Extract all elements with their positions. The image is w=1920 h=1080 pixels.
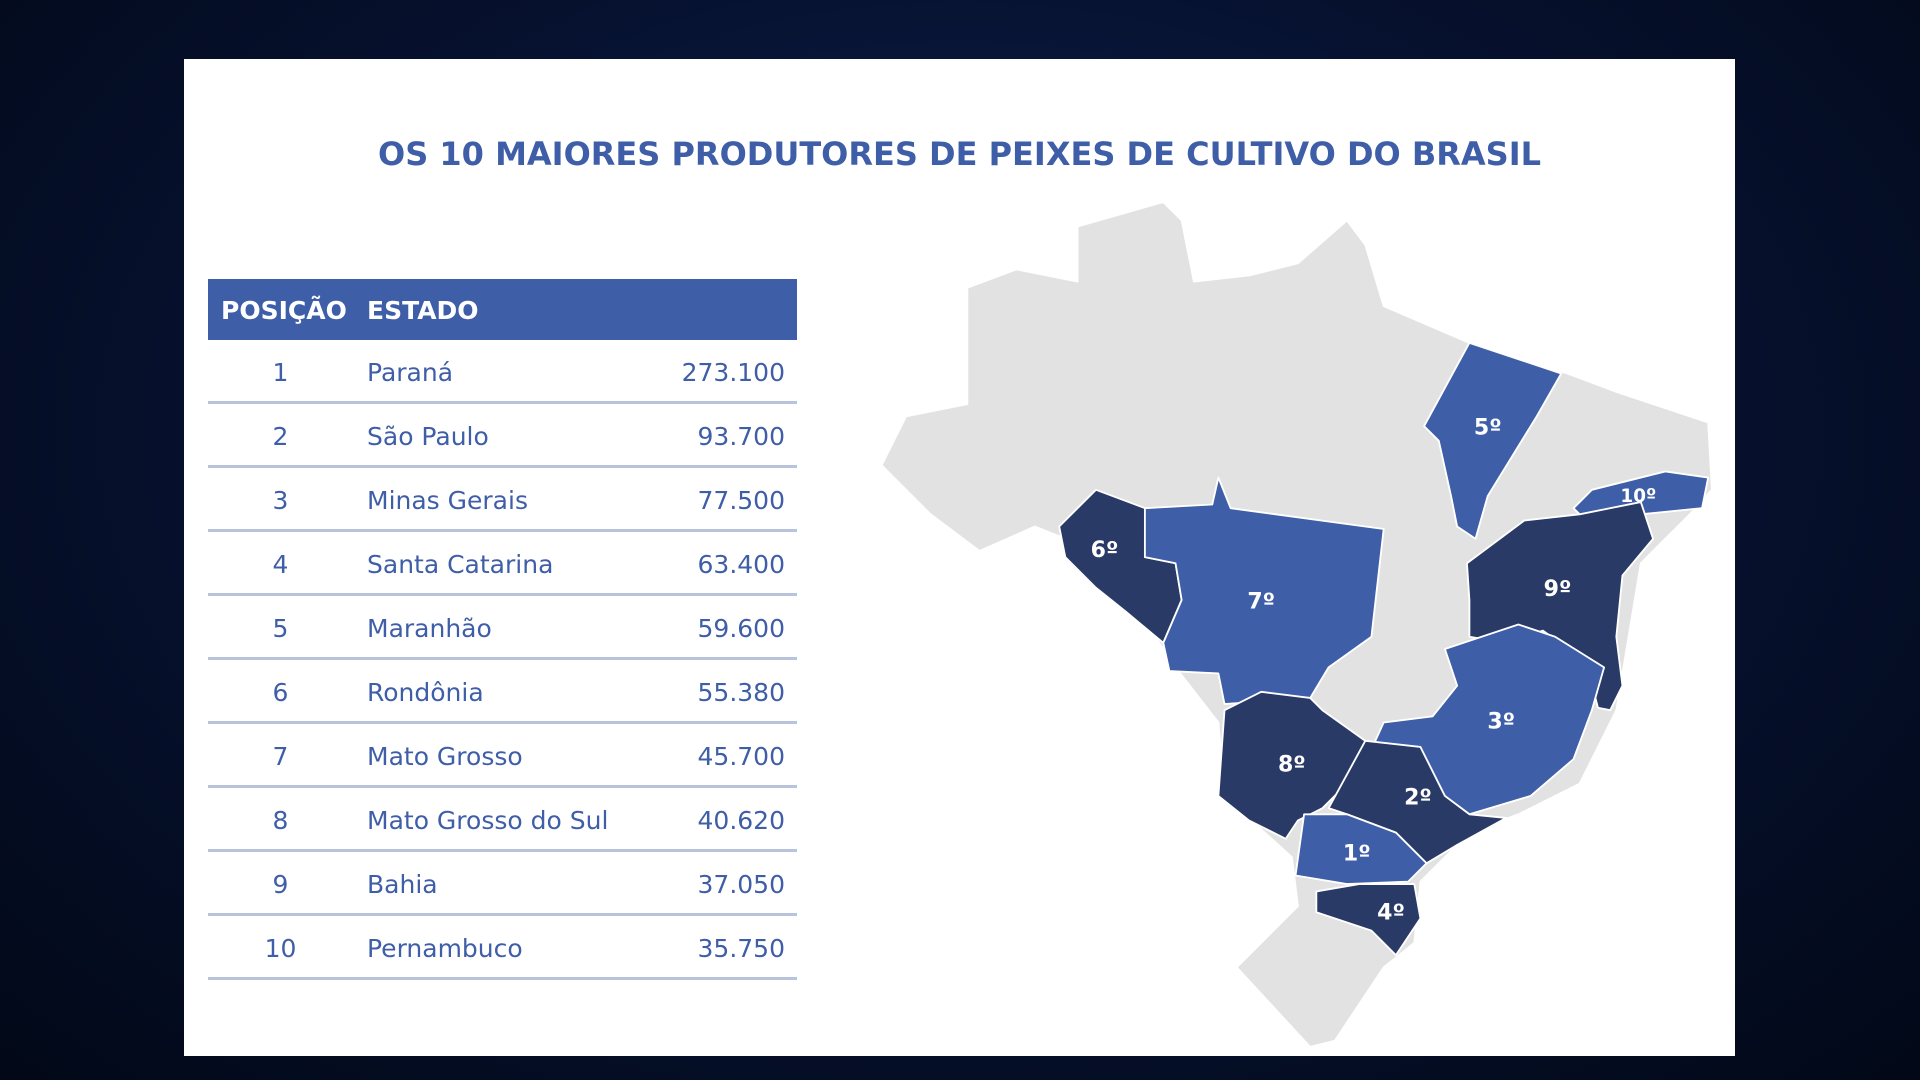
position: 9 — [272, 870, 289, 899]
state-name: Rondônia — [367, 678, 484, 707]
title: OS 10 MAIORES PRODUTORES DE PEIXES DE CU… — [378, 135, 1541, 173]
production: 59.600 — [697, 614, 785, 643]
table-row: 3 Minas Gerais 77.500 — [208, 468, 797, 532]
state-shape — [1315, 883, 1422, 957]
map-label: 4º — [1377, 900, 1405, 925]
production: 40.620 — [697, 806, 785, 835]
state-shape — [1466, 501, 1654, 712]
position: 10 — [264, 934, 297, 963]
position: 3 — [272, 486, 289, 515]
state-name: Mato Grosso — [367, 742, 523, 771]
state-name: Pernambuco — [367, 934, 523, 963]
state-shape — [1294, 813, 1428, 886]
map-label: 9º — [1544, 577, 1572, 602]
state-shape — [1423, 341, 1563, 540]
table-row: 2 São Paulo 93.700 — [208, 404, 797, 468]
table-row: 1 Paraná 273.100 — [208, 340, 797, 404]
state-shape — [1327, 739, 1508, 865]
table-row: 4 Santa Catarina 63.400 — [208, 532, 797, 596]
map-label: 1º — [1343, 842, 1371, 867]
position: 2 — [272, 422, 289, 451]
column-header: ESTADO — [367, 296, 479, 325]
table-row: 10 Pernambuco 35.750 — [208, 916, 797, 980]
state-name: Mato Grosso do Sul — [367, 806, 609, 835]
map-label: 8º — [1278, 752, 1306, 777]
production: 63.400 — [697, 550, 785, 579]
position: 7 — [272, 742, 289, 771]
production: 93.700 — [697, 422, 785, 451]
table-row: 8 Mato Grosso do Sul 40.620 — [208, 788, 797, 852]
table-body: 1 Paraná 273.100 2 São Paulo 93.700 3 Minas Ger… — [208, 340, 797, 980]
map-label: 10º — [1620, 486, 1656, 507]
production: 55.380 — [697, 678, 785, 707]
production: 45.700 — [697, 742, 785, 771]
table-row: 6 Rondônia 55.380 — [208, 660, 797, 724]
state-name: Minas Gerais — [367, 486, 528, 515]
position: 6 — [272, 678, 289, 707]
production: 77.500 — [697, 486, 785, 515]
table-row: 9 Bahia 37.050 — [208, 852, 797, 916]
state-name: Santa Catarina — [367, 550, 554, 579]
state-name: Paraná — [367, 358, 454, 387]
map-label: 7º — [1247, 589, 1275, 614]
position: 5 — [272, 614, 289, 643]
map-label: 2º — [1404, 785, 1432, 810]
position: 1 — [272, 358, 289, 387]
state-name: Maranhão — [367, 614, 492, 643]
position: 4 — [272, 550, 289, 579]
map-label: 5º — [1474, 416, 1502, 441]
table-header: POSIÇÃO ESTADO — [208, 279, 797, 340]
state-name: Bahia — [367, 870, 438, 899]
table: POSIÇÃO ESTADO 1 Paraná 273.100 2 São Paulo 9… — [208, 279, 797, 980]
map-label: 3º — [1487, 709, 1515, 734]
column-header: POSIÇÃO — [221, 296, 347, 325]
map-label: 6º — [1091, 538, 1119, 563]
production: 35.750 — [697, 934, 785, 963]
position: 8 — [272, 806, 289, 835]
table-row: 7 Mato Grosso 45.700 — [208, 724, 797, 788]
state-name: São Paulo — [367, 422, 489, 451]
table-row: 5 Maranhão 59.600 — [208, 596, 797, 660]
production: 273.100 — [681, 358, 785, 387]
production: 37.050 — [697, 870, 785, 899]
